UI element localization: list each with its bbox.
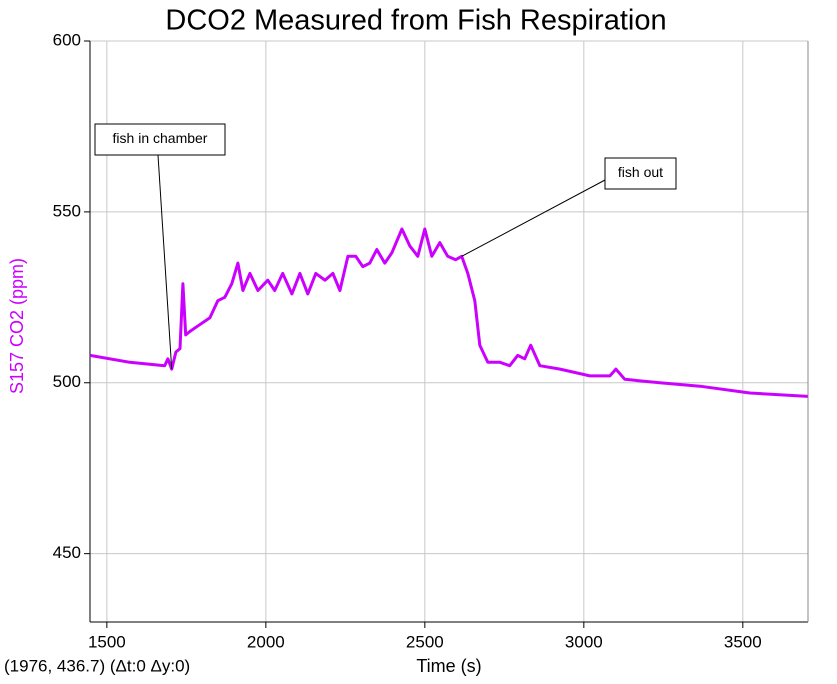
y-axis-label: S157 CO2 (ppm) xyxy=(7,258,27,394)
x-tick-label: 3000 xyxy=(565,632,603,651)
y-tick-label: 550 xyxy=(53,201,81,220)
annotation-leader xyxy=(461,179,606,257)
chart-title: DCO2 Measured from Fish Respiration xyxy=(165,5,666,37)
x-axis-label: Time (s) xyxy=(416,656,481,676)
x-tick-label: 3500 xyxy=(724,632,762,651)
x-tick-label: 2000 xyxy=(247,632,285,651)
x-tick-label: 2500 xyxy=(406,632,444,651)
y-tick-label: 600 xyxy=(53,30,81,49)
annotation-text: fish out xyxy=(618,164,663,180)
annotation-text: fish in chamber xyxy=(113,130,208,146)
x-tick-label: 1500 xyxy=(88,632,126,651)
annotation-box xyxy=(94,123,226,156)
annotation-leader xyxy=(157,154,173,370)
y-tick-label: 500 xyxy=(53,372,81,391)
annotation-box xyxy=(604,157,677,190)
data-line xyxy=(89,227,808,398)
status-text: (1976, 436.7) (Δt:0 Δy:0) xyxy=(4,656,190,675)
y-tick-label: 450 xyxy=(53,543,81,562)
